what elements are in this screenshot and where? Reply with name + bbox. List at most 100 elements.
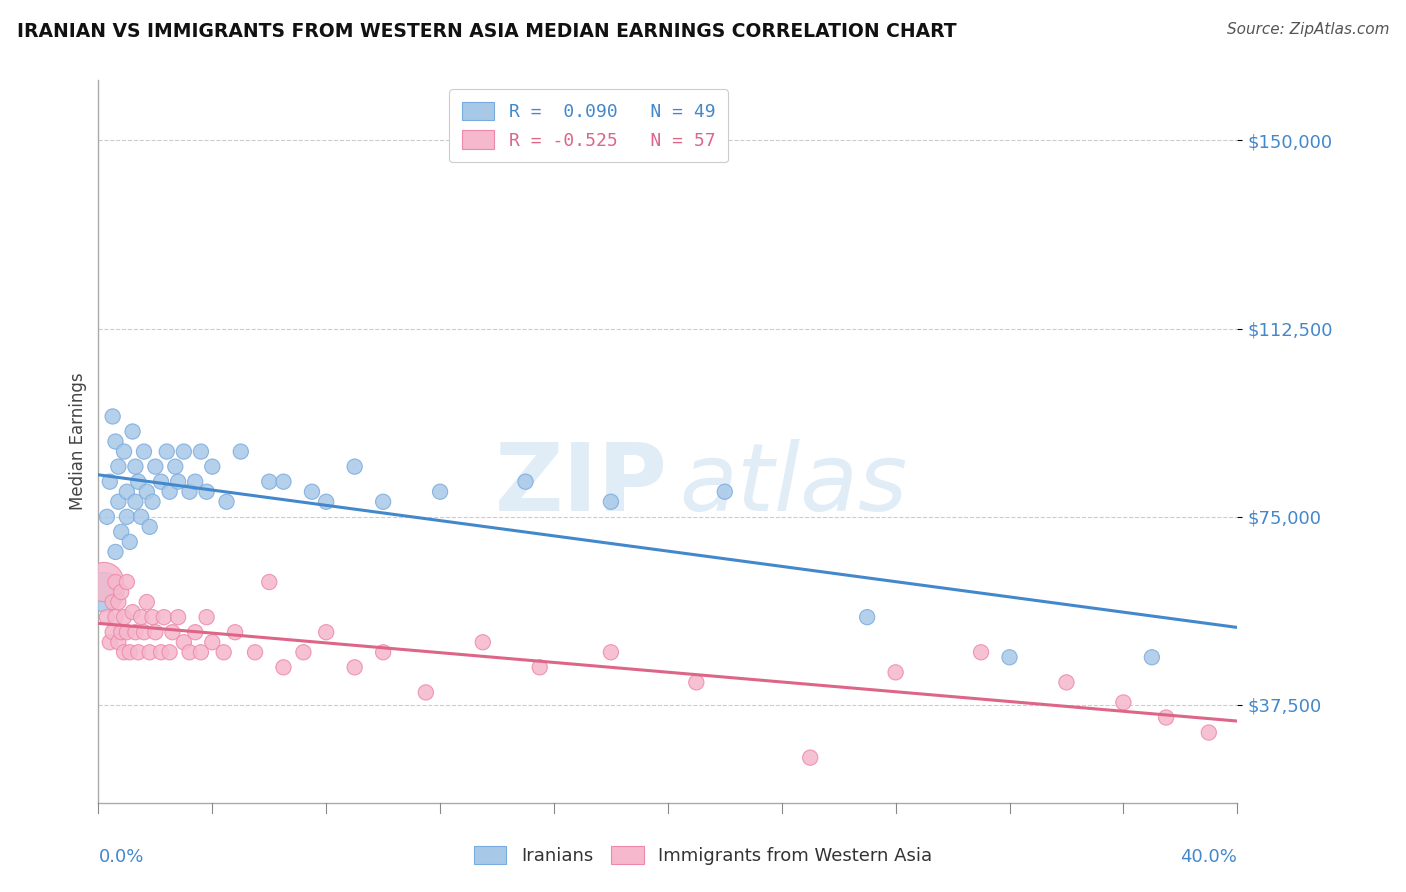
Point	[212, 645, 235, 659]
Point	[104, 610, 127, 624]
Point	[243, 645, 266, 659]
Point	[224, 625, 246, 640]
Point	[292, 645, 315, 659]
Point	[273, 475, 295, 489]
Point	[343, 660, 366, 674]
Point	[229, 444, 252, 458]
Point	[301, 484, 323, 499]
Point	[195, 484, 218, 499]
Point	[159, 484, 181, 499]
Point	[115, 509, 138, 524]
Point	[315, 625, 337, 640]
Point	[138, 645, 160, 659]
Point	[167, 610, 190, 624]
Point	[104, 574, 127, 589]
Point	[159, 645, 181, 659]
Point	[110, 524, 132, 539]
Text: Source: ZipAtlas.com: Source: ZipAtlas.com	[1226, 22, 1389, 37]
Point	[167, 475, 190, 489]
Point	[373, 645, 395, 659]
Point	[145, 625, 167, 640]
Point	[1198, 725, 1220, 739]
Point	[184, 625, 207, 640]
Point	[101, 625, 124, 640]
Point	[96, 610, 118, 624]
Point	[179, 645, 201, 659]
Text: IRANIAN VS IMMIGRANTS FROM WESTERN ASIA MEDIAN EARNINGS CORRELATION CHART: IRANIAN VS IMMIGRANTS FROM WESTERN ASIA …	[17, 22, 956, 41]
Point	[127, 475, 149, 489]
Point	[153, 610, 176, 624]
Point	[195, 610, 218, 624]
Legend: Iranians, Immigrants from Western Asia: Iranians, Immigrants from Western Asia	[465, 837, 941, 874]
Point	[127, 645, 149, 659]
Point	[112, 444, 135, 458]
Point	[373, 494, 395, 508]
Point	[714, 484, 737, 499]
Point	[1140, 650, 1163, 665]
Point	[129, 509, 152, 524]
Point	[529, 660, 551, 674]
Point	[124, 494, 146, 508]
Point	[884, 665, 907, 680]
Point	[115, 484, 138, 499]
Point	[165, 459, 187, 474]
Point	[141, 610, 163, 624]
Point	[110, 585, 132, 599]
Point	[107, 459, 129, 474]
Point	[132, 444, 155, 458]
Point	[215, 494, 238, 508]
Point	[799, 750, 821, 764]
Point	[132, 625, 155, 640]
Text: 0.0%: 0.0%	[98, 848, 143, 866]
Point	[1112, 696, 1135, 710]
Point	[343, 459, 366, 474]
Point	[179, 484, 201, 499]
Point	[998, 650, 1021, 665]
Point	[970, 645, 993, 659]
Point	[104, 545, 127, 559]
Point	[101, 409, 124, 424]
Point	[98, 475, 121, 489]
Point	[515, 475, 537, 489]
Point	[150, 475, 173, 489]
Point	[121, 605, 143, 619]
Point	[107, 494, 129, 508]
Point	[112, 610, 135, 624]
Point	[107, 635, 129, 649]
Point	[135, 484, 157, 499]
Point	[600, 494, 623, 508]
Point	[259, 475, 281, 489]
Point	[118, 534, 141, 549]
Point	[259, 574, 281, 589]
Point	[124, 625, 146, 640]
Point	[173, 444, 195, 458]
Point	[429, 484, 451, 499]
Point	[107, 595, 129, 609]
Point	[98, 635, 121, 649]
Point	[190, 645, 212, 659]
Point	[93, 585, 115, 599]
Text: 40.0%: 40.0%	[1181, 848, 1237, 866]
Point	[138, 520, 160, 534]
Point	[121, 425, 143, 439]
Legend: R =  0.090   N = 49, R = -0.525   N = 57: R = 0.090 N = 49, R = -0.525 N = 57	[449, 89, 728, 162]
Point	[124, 459, 146, 474]
Point	[201, 459, 224, 474]
Point	[184, 475, 207, 489]
Point	[110, 625, 132, 640]
Point	[1154, 710, 1177, 724]
Text: atlas: atlas	[679, 440, 907, 531]
Point	[685, 675, 707, 690]
Point	[141, 494, 163, 508]
Point	[156, 444, 179, 458]
Point	[93, 574, 115, 589]
Point	[315, 494, 337, 508]
Point	[173, 635, 195, 649]
Point	[201, 635, 224, 649]
Text: ZIP: ZIP	[495, 439, 668, 531]
Point	[162, 625, 184, 640]
Y-axis label: Median Earnings: Median Earnings	[69, 373, 87, 510]
Point	[96, 509, 118, 524]
Point	[118, 645, 141, 659]
Point	[190, 444, 212, 458]
